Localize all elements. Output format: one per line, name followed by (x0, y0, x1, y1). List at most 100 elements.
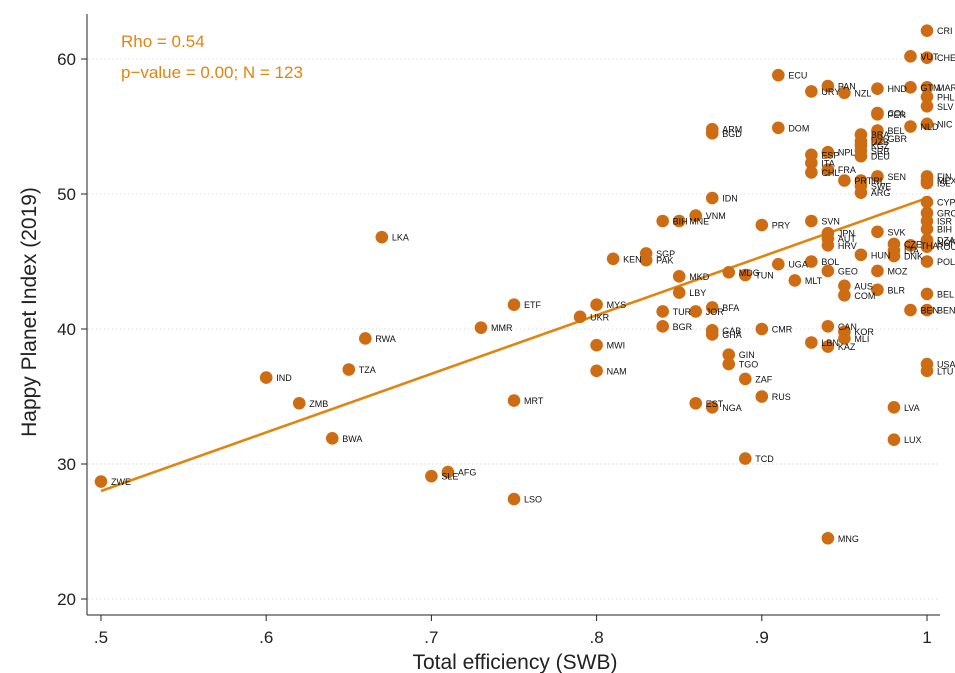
data-point-ben (904, 303, 917, 317)
data-point-pak (639, 253, 653, 267)
data-point-chl (805, 166, 818, 179)
data-point-lka (375, 230, 389, 244)
point-label-cyp: CYP (937, 198, 955, 208)
data-points (94, 24, 934, 545)
point-label-dnk: DNK (904, 252, 923, 262)
point-label-ukr: UKR (590, 312, 610, 322)
point-label-gin: GIN (739, 350, 755, 360)
data-point-nga (705, 401, 719, 414)
data-point-bgd (705, 126, 719, 140)
x-tick-label: .6 (259, 628, 273, 647)
data-point-zwe (94, 475, 108, 488)
point-label-swe: SWE (871, 181, 892, 191)
point-label-mmr: MMR (491, 323, 513, 333)
data-point-can (821, 320, 835, 333)
data-point-pan (821, 79, 835, 93)
point-label-bra: BRA (871, 130, 890, 140)
fit-line-group (100, 196, 928, 493)
data-point-mys (590, 298, 603, 312)
x-tick-label: .5 (94, 628, 108, 647)
point-label-mli: MLI (854, 334, 869, 344)
point-label-ecu: ECU (788, 71, 807, 81)
data-point-aus (838, 279, 851, 293)
x-tick-label: 1 (922, 628, 931, 647)
point-label-bgd: BGD (722, 129, 742, 139)
point-label-prt: PRT (854, 176, 872, 186)
point-label-isl: ISL (937, 179, 951, 189)
data-point-kaz (821, 340, 835, 353)
point-label-rou: ROU (937, 242, 955, 252)
point-label-tur: TUR (673, 307, 692, 317)
point-label-bgr: BGR (673, 322, 693, 332)
data-point-deu (854, 149, 868, 163)
data-point-dom (772, 121, 785, 135)
data-point-bfa (705, 301, 719, 314)
data-point-hnd (871, 82, 884, 95)
data-point-mdg (722, 266, 736, 279)
point-label-ben: BEN (937, 306, 955, 316)
data-point-gin (722, 348, 736, 361)
point-label-cri: CRI (937, 26, 953, 36)
point-label-nld: NLD (920, 122, 939, 132)
point-label-per: PER (887, 110, 906, 120)
point-label-aut: AUT (838, 234, 857, 244)
point-label-kgz: KGZ (871, 141, 890, 151)
point-label-vnm: VNM (706, 211, 726, 221)
point-label-grc: GRC (937, 208, 955, 218)
data-point-nic (920, 117, 934, 131)
data-point-sle (425, 469, 438, 483)
gridlines (88, 58, 940, 600)
data-point-gha (705, 328, 719, 341)
point-label-vut: VUT (920, 52, 939, 62)
data-point-geo (821, 264, 835, 278)
point-label-nor: NOR (937, 238, 955, 248)
y-tick-label: 60 (57, 50, 76, 69)
data-point-npl (821, 145, 835, 159)
data-point-tun (738, 268, 752, 282)
data-point-com (838, 288, 851, 302)
point-label-lbn: LBN (821, 338, 839, 348)
data-point-cyp (920, 195, 934, 209)
data-point-mlt (788, 274, 802, 287)
point-label-gtm: GTM (920, 83, 940, 93)
data-point-bih (656, 214, 669, 228)
point-label-lso: LSO (524, 495, 542, 505)
data-point-hun (854, 248, 868, 262)
point-label-uzb: UZB (871, 137, 889, 147)
x-tick-label: .8 (590, 628, 604, 647)
data-point-zaf (738, 372, 752, 386)
data-point-arg (854, 186, 868, 199)
point-label-moz: MOZ (887, 266, 907, 276)
point-label-nic: NIC (937, 119, 953, 129)
point-label-slv: SLV (937, 102, 953, 112)
data-point-che (920, 51, 934, 64)
data-point-rus (755, 390, 769, 403)
data-point-bih (920, 222, 934, 236)
data-point-moz (871, 264, 884, 278)
y-tick-label: 30 (57, 455, 76, 474)
point-label-srb: SRB (871, 146, 890, 156)
y-tick-label: 40 (57, 320, 76, 339)
data-point-ury (805, 85, 818, 98)
data-point-tur (656, 305, 669, 318)
point-label-lby: LBY (689, 288, 706, 298)
point-label-mar: MAR (937, 83, 955, 93)
point-label-idn: IDN (722, 194, 738, 204)
point-label-can: CAN (838, 322, 857, 332)
data-point-gbr (871, 132, 884, 145)
data-point-mkd (672, 270, 686, 283)
data-point-vnm (689, 209, 703, 222)
data-point-gtm (904, 81, 917, 94)
point-label-com: COM (854, 291, 875, 301)
data-point-zmb (292, 396, 306, 410)
data-point-jor (689, 305, 703, 318)
data-point-ukr (573, 310, 587, 324)
point-label-arg: ARG (871, 188, 891, 198)
point-label-fra: FRA (838, 165, 856, 175)
point-label-sen: SEN (887, 172, 906, 182)
data-point-ita (805, 156, 818, 170)
point-label-tcd: TCD (755, 454, 774, 464)
point-label-pan: PAN (838, 82, 856, 92)
data-point-bgr (656, 320, 669, 333)
data-point-tha (904, 239, 917, 252)
